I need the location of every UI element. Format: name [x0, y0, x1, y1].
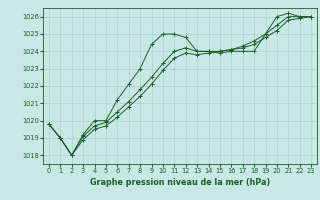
X-axis label: Graphe pression niveau de la mer (hPa): Graphe pression niveau de la mer (hPa): [90, 178, 270, 187]
